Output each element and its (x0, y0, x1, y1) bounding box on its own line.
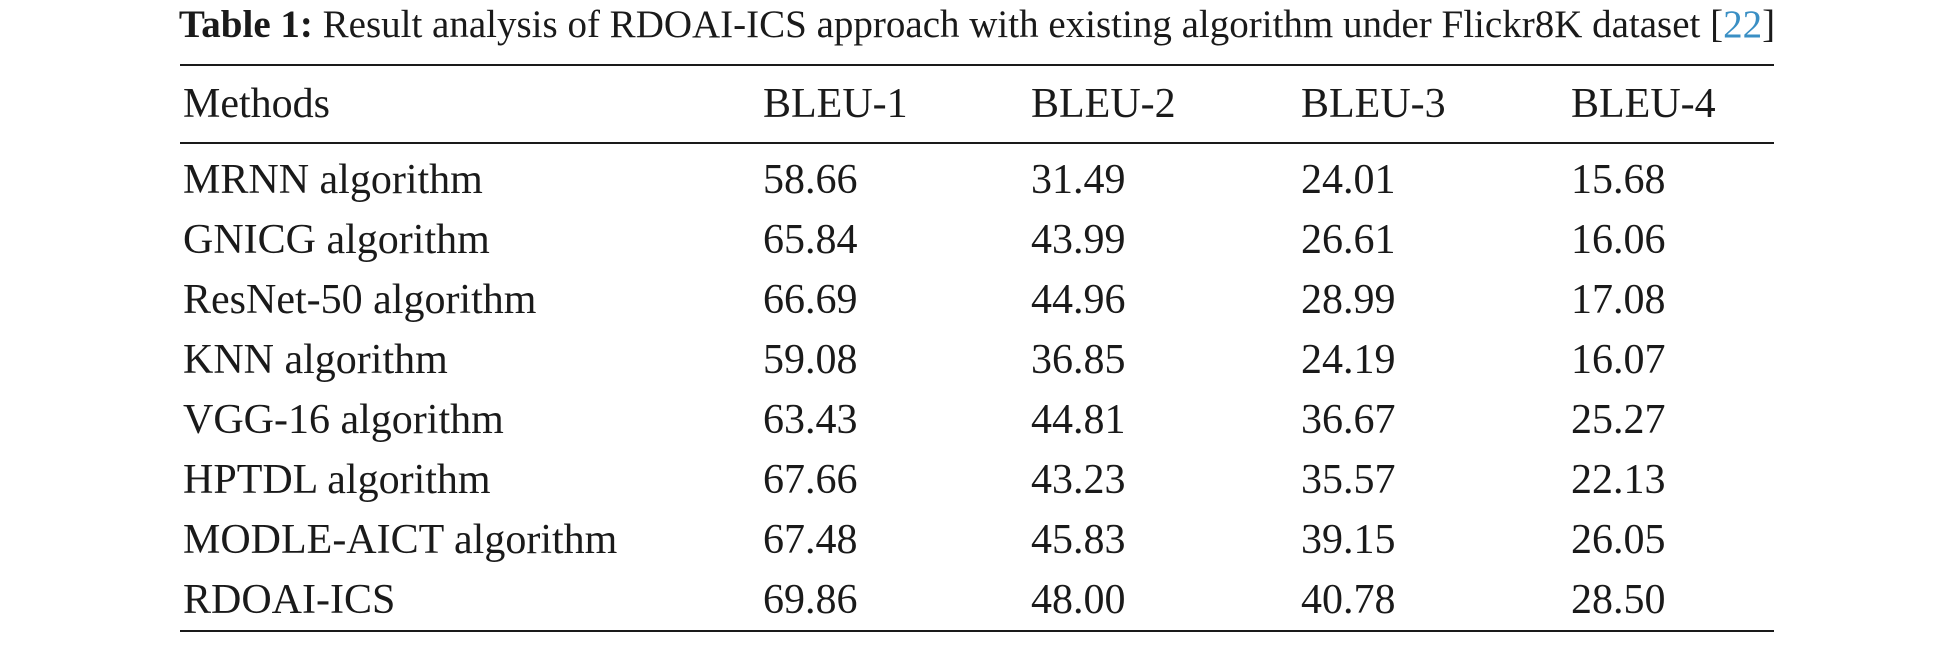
bleu-3-cell: 36.67 (1301, 397, 1396, 443)
bleu-2-cell: 44.96 (1031, 277, 1126, 323)
bleu-1-cell: 59.08 (763, 337, 858, 383)
table-row: GNICG algorithm 65.84 43.99 26.61 16.06 (180, 210, 1774, 270)
bleu-2-cell: 43.23 (1031, 457, 1126, 503)
bleu-3-cell: 24.01 (1301, 157, 1396, 203)
bleu-4-cell: 17.08 (1571, 277, 1666, 323)
header-bleu-3: BLEU-3 (1301, 81, 1446, 127)
method-cell: HPTDL algorithm (183, 457, 491, 503)
bleu-1-cell: 69.86 (763, 577, 858, 623)
method-cell: MODLE-AICT algorithm (183, 517, 618, 563)
table-row: HPTDL algorithm 67.66 43.23 35.57 22.13 (180, 450, 1774, 510)
results-table: Methods BLEU-1 BLEU-2 BLEU-3 BLEU-4 MRNN… (180, 64, 1774, 632)
bleu-3-cell: 28.99 (1301, 277, 1396, 323)
header-bleu-1: BLEU-1 (763, 81, 908, 127)
bleu-2-cell: 36.85 (1031, 337, 1126, 383)
bleu-1-cell: 67.48 (763, 517, 858, 563)
bleu-2-cell: 43.99 (1031, 217, 1126, 263)
bleu-1-cell: 58.66 (763, 157, 858, 203)
header-methods: Methods (183, 81, 330, 127)
bleu-3-cell: 39.15 (1301, 517, 1396, 563)
header-row: Methods BLEU-1 BLEU-2 BLEU-3 BLEU-4 (180, 65, 1774, 143)
method-cell: ResNet-50 algorithm (183, 277, 537, 323)
table-row: ResNet-50 algorithm 66.69 44.96 28.99 17… (180, 270, 1774, 330)
bleu-3-cell: 35.57 (1301, 457, 1396, 503)
bleu-2-cell: 45.83 (1031, 517, 1126, 563)
bleu-2-cell: 48.00 (1031, 577, 1126, 623)
header-bleu-4: BLEU-4 (1571, 81, 1716, 127)
bleu-2-cell: 44.81 (1031, 397, 1126, 443)
results-table-container: Methods BLEU-1 BLEU-2 BLEU-3 BLEU-4 MRNN… (180, 64, 1774, 632)
bleu-4-cell: 28.50 (1571, 577, 1666, 623)
method-cell: VGG-16 algorithm (183, 397, 504, 443)
method-cell: GNICG algorithm (183, 217, 490, 263)
table-caption: Table 1: Result analysis of RDOAI-ICS ap… (0, 0, 1954, 50)
table-row: MODLE-AICT algorithm 67.48 45.83 39.15 2… (180, 510, 1774, 570)
table-row: VGG-16 algorithm 63.43 44.81 36.67 25.27 (180, 390, 1774, 450)
method-cell: MRNN algorithm (183, 157, 483, 203)
caption-label: Table 1: (178, 3, 313, 46)
bleu-4-cell: 16.06 (1571, 217, 1666, 263)
header-bleu-2: BLEU-2 (1031, 81, 1176, 127)
bleu-4-cell: 26.05 (1571, 517, 1666, 563)
caption-close-bracket: ] (1762, 3, 1776, 46)
table-row: MRNN algorithm 58.66 31.49 24.01 15.68 (180, 143, 1774, 210)
bleu-4-cell: 22.13 (1571, 457, 1666, 503)
bleu-3-cell: 40.78 (1301, 577, 1396, 623)
table-row: KNN algorithm 59.08 36.85 24.19 16.07 (180, 330, 1774, 390)
bleu-1-cell: 65.84 (763, 217, 858, 263)
bleu-4-cell: 15.68 (1571, 157, 1666, 203)
bleu-1-cell: 66.69 (763, 277, 858, 323)
citation-link[interactable]: 22 (1723, 3, 1763, 46)
bleu-4-cell: 16.07 (1571, 337, 1666, 383)
bleu-2-cell: 31.49 (1031, 157, 1126, 203)
bleu-1-cell: 67.66 (763, 457, 858, 503)
caption-text: Result analysis of RDOAI-ICS approach wi… (312, 3, 1724, 46)
table-row: RDOAI-ICS 69.86 48.00 40.78 28.50 (180, 570, 1774, 631)
method-cell: KNN algorithm (183, 337, 448, 383)
bleu-4-cell: 25.27 (1571, 397, 1666, 443)
bleu-3-cell: 24.19 (1301, 337, 1396, 383)
bleu-1-cell: 63.43 (763, 397, 858, 443)
method-cell: RDOAI-ICS (183, 577, 396, 623)
bleu-3-cell: 26.61 (1301, 217, 1396, 263)
